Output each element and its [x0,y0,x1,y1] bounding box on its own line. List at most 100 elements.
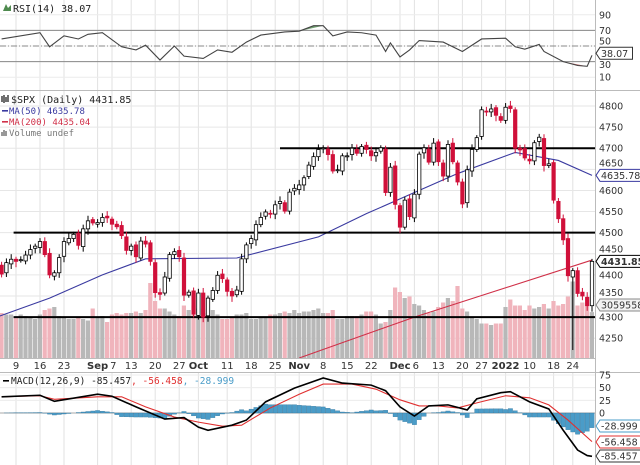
candle [37,238,43,254]
candle [465,165,470,208]
candle [585,292,590,311]
candle [52,270,57,281]
macd-legend: MACD(12,26,9) -85.457, -56.458, -28.999 [3,376,234,387]
volume-bar [100,316,105,358]
macd-histogram-bar [388,412,393,414]
candle [258,212,263,228]
macd-hist-value: , -28.999 [183,376,235,387]
candle-body [100,217,105,223]
rsi-tick-label: 70 [599,26,611,37]
macd-histogram-bar [263,403,268,414]
volume-bar [85,320,90,358]
macd-histogram-bar [560,412,566,428]
candle [287,188,292,215]
candle-body [537,136,542,142]
candle [186,289,191,298]
volume-bar [445,298,450,358]
x-axis-label: Sep [87,361,108,372]
candle [527,154,532,165]
candle-body [205,297,211,317]
volume-bar [369,311,374,358]
candle-body [133,244,139,258]
macd-histogram-bar [412,412,417,425]
volume-bar [589,312,594,358]
volume-bar [378,323,383,358]
candle-body [263,211,268,217]
candle [114,220,119,230]
volume-bar [186,310,191,358]
candle-body [85,220,91,230]
macd-histogram-bar [440,411,446,414]
candle [129,243,134,256]
volume-bar [205,313,210,358]
rsi-last-value-box [595,46,633,60]
volume-bar [28,317,33,358]
ma50-swatch [2,110,8,112]
candle [393,160,398,210]
candle [369,146,374,161]
macd-histogram-bar [292,404,297,414]
candle [316,144,321,161]
macd-tick-label: 75 [599,370,611,381]
rsi-oversold-fill [563,61,588,67]
macd-histogram-bar [234,410,240,414]
candle-body [0,264,4,275]
macd-histogram-bar [584,412,590,432]
volume-bar [129,313,134,358]
x-axis-label: 9 [13,361,19,372]
x-axis-label: Oct [189,361,208,372]
volume-bar [153,301,158,358]
candle-body [445,144,451,177]
candle [570,268,575,351]
candle-body [153,262,158,294]
macd-histogram-bar [114,412,120,415]
rsi-line [1,25,593,67]
ma50-last-value-box [595,168,640,182]
volume-bar [301,311,306,358]
candle [42,237,47,258]
volume-bar [4,314,9,358]
candle-body [81,228,86,247]
volume-bar [517,305,522,358]
candle-body [292,187,297,192]
macd-histogram-bar [100,410,105,414]
candle-body [556,201,561,220]
candle-body [90,219,95,224]
candle [57,254,62,278]
candle [297,179,302,195]
macd-histogram-bar [373,410,379,414]
macd-histogram-bar [383,410,388,414]
volume-bar [90,308,95,358]
x-axis-label: 20 [149,361,162,372]
x-axis-label: 10 [523,361,536,372]
candle [503,103,508,124]
candle [277,196,283,210]
volume-bar [282,311,287,358]
candle [426,144,431,165]
macd-histogram-bar [354,411,360,414]
candle-body [364,144,369,150]
candle-body [460,181,465,205]
candle-body [431,142,436,163]
volume-bar [229,317,234,358]
candle [489,103,494,117]
macd-value: MACD(12,26,9) -85.457 [11,376,131,387]
volume-bar [292,310,297,358]
candle [210,287,215,302]
candle [589,258,595,312]
volume-bar [527,305,532,358]
candle [76,229,81,250]
candle-body [57,257,62,274]
candle-body [129,245,134,251]
volume-bar [37,314,42,358]
candle [541,134,547,172]
volume-bar [157,308,162,358]
macd-histogram-bar [464,412,470,418]
candle-body [575,270,580,294]
candle-body [369,150,374,157]
volume-bar [57,316,62,358]
volume-bar [321,313,326,358]
macd-histogram-bar [104,411,110,414]
macd-histogram-bar [536,412,542,418]
macd-histogram-bar [239,409,244,414]
